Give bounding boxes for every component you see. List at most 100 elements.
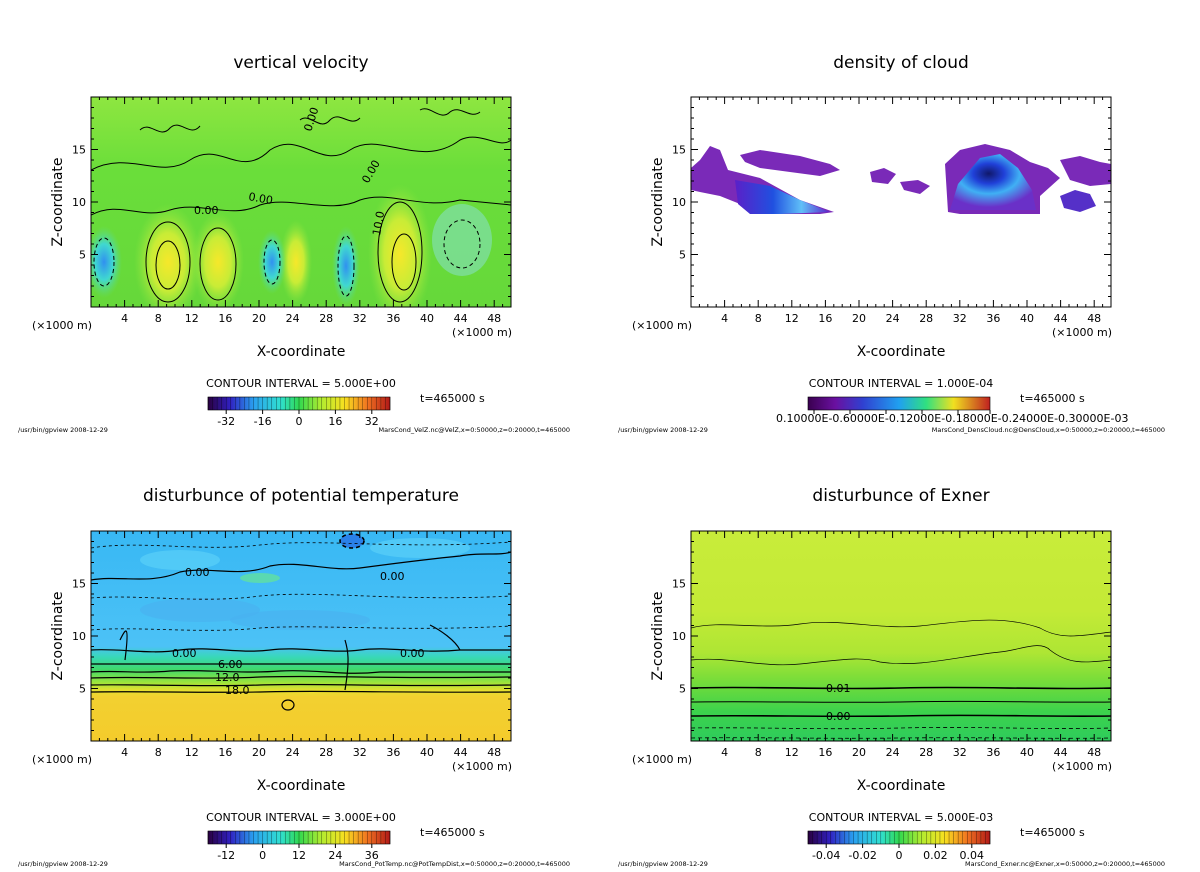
pottemp-contour-label: 0.00 [172, 647, 197, 660]
x-tick-label: 16 [218, 746, 232, 759]
x-tick-label: 20 [852, 746, 866, 759]
x-tick-label: 24 [286, 746, 300, 759]
pottemp-contour-zero-upper [91, 551, 511, 581]
velz-contour-up2-a [199, 227, 237, 301]
colorbar-tick-label: -0.02 [848, 849, 876, 862]
x-tick-label: 28 [919, 312, 933, 325]
x-tick-label: 8 [155, 746, 162, 759]
x-tick-label: 12 [785, 746, 799, 759]
pottemp-contour-plumes [119, 624, 461, 691]
x-tick-label: 40 [420, 312, 434, 325]
x-axis-label: X-coordinate [257, 344, 346, 360]
cloud-blob-small [1060, 190, 1096, 212]
x-tick-label: 20 [852, 312, 866, 325]
x-tick-label: 4 [121, 312, 128, 325]
y-tick-label: 5 [679, 683, 686, 696]
panel-title: vertical velocity [233, 53, 368, 73]
footer-right: MarsCond_DensCloud.nc@DensCloud,x=0:5000… [932, 426, 1165, 434]
colorbar-tick-label: -32 [217, 415, 235, 428]
x-unit-right: (×1000 m) [1052, 326, 1112, 339]
x-tick-label: 12 [185, 746, 199, 759]
x-tick-label: 36 [986, 746, 1000, 759]
velz-updraft-4 [368, 184, 432, 307]
velz-updraft-3 [280, 220, 312, 304]
pottemp-patch [340, 534, 364, 548]
velz-contours [91, 108, 511, 303]
velz-contour-zero-mid [91, 196, 511, 216]
pottemp-patch [370, 538, 470, 558]
y-axis-label: Z-coordinate [50, 157, 66, 246]
time-label: t=465000 s [420, 826, 485, 839]
velz-contour-up1-a [145, 221, 191, 303]
velz-contour-label: 0.00 [247, 190, 273, 207]
pottemp-patch [240, 573, 280, 583]
x-tick-label: 44 [454, 312, 468, 325]
x-unit-right: (×1000 m) [1052, 760, 1112, 773]
x-tick-label: 40 [1020, 746, 1034, 759]
velz-contour-down2 [263, 239, 281, 285]
exner-contour-0.01 [691, 686, 1111, 690]
y-axis-label: Z-coordinate [650, 157, 666, 246]
velz-contour-label: 10.0 [370, 210, 387, 236]
x-tick-label: 40 [1020, 312, 1034, 325]
velz-contour-top-1 [139, 124, 201, 133]
cloud-blob-left-outer [691, 146, 834, 214]
x-tick-label: 20 [252, 312, 266, 325]
y-tick-label: 15 [72, 144, 86, 157]
velz-contour-down4 [443, 219, 481, 269]
pottemp-contour-zero-lower [91, 648, 511, 653]
x-tick-label: 16 [218, 312, 232, 325]
y-tick-label: 10 [72, 196, 86, 209]
panel-exner: disturbunce of Exner 0.01 0.00 4 8 12 16 20 2… [618, 486, 1165, 868]
panel-potential-temperature: disturbunce of potential temperature [18, 486, 570, 868]
y-axis-label: Z-coordinate [50, 591, 66, 680]
y-tick-label: 10 [72, 630, 86, 643]
cloud-blob-left-inner [735, 180, 830, 214]
y-tick-label: 5 [679, 249, 686, 262]
colorbar-tick-label: 36 [365, 849, 379, 862]
y-tick-label: 10 [672, 196, 686, 209]
x-unit-left: (×1000 m) [32, 319, 92, 332]
footer-left: /usr/bin/gpview 2008-12-29 [618, 860, 708, 868]
x-tick-label: 4 [721, 746, 728, 759]
x-tick-label: 28 [319, 312, 333, 325]
exner-contour [691, 700, 1111, 703]
x-tick-label: 36 [386, 746, 400, 759]
cloud-field [691, 97, 1111, 307]
velz-contour-zero-upper [91, 136, 511, 171]
contour-interval: CONTOUR INTERVAL = 5.000E-03 [809, 811, 993, 824]
x-axis-label: X-coordinate [857, 778, 946, 794]
footer-left: /usr/bin/gpview 2008-12-29 [18, 426, 108, 434]
exner-background [691, 531, 1111, 741]
x-tick-label: 32 [953, 312, 967, 325]
footer-right: MarsCond_VelZ.nc@VelZ,x=0:50000,z=0:2000… [379, 426, 570, 434]
x-tick-label: 4 [121, 746, 128, 759]
pottemp-contour-dash [91, 541, 511, 549]
pottemp-contour-9 [91, 669, 511, 674]
pottemp-contour-12 [91, 675, 511, 679]
pottemp-patch [140, 550, 220, 570]
x-tick-label: 32 [353, 746, 367, 759]
y-tick-label: 5 [79, 249, 86, 262]
y-tick-label: 15 [672, 144, 686, 157]
colorbar-tick-label: 0 [259, 849, 266, 862]
contour-interval: CONTOUR INTERVAL = 1.000E-04 [809, 377, 993, 390]
colorbar-tick-labels: 0.10000E-0.60000E-0.12000E-0.18000E-0.24… [776, 412, 1128, 425]
exner-contour-label: 0.01 [826, 682, 851, 695]
velz-contour-label: 0.00 [194, 204, 219, 217]
pottemp-contour-cell [281, 699, 295, 711]
pottemp-contour-dash [91, 593, 511, 600]
footer-right: MarsCond_PotTemp.nc@PotTempDist,x=0:5000… [339, 860, 570, 868]
x-unit-left: (×1000 m) [32, 753, 92, 766]
pottemp-contour-label: 0.00 [185, 566, 210, 579]
pottemp-contours-negative [91, 541, 511, 631]
cloud-blob-left-upper [740, 150, 840, 176]
y-tick-label: 15 [72, 578, 86, 591]
y-tick-label: 15 [672, 578, 686, 591]
x-tick-label: 12 [185, 312, 199, 325]
pottemp-contours [91, 533, 511, 711]
colorbar-tick-label: 0 [296, 415, 303, 428]
y-tick-label: 10 [672, 630, 686, 643]
x-tick-label: 48 [1087, 746, 1101, 759]
